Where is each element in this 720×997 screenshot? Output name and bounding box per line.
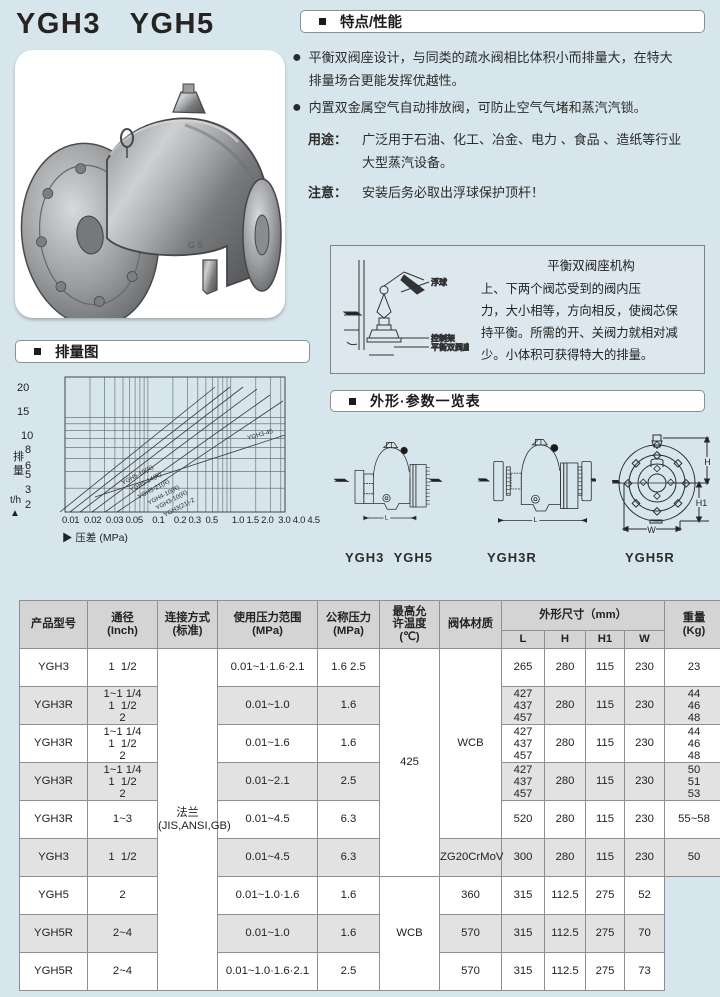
svg-text:L: L (385, 514, 389, 521)
svg-text:平衡双阀座: 平衡双阀座 (431, 342, 469, 352)
svg-text:W: W (647, 525, 656, 535)
svg-text:L: L (533, 516, 537, 524)
svg-text:H1: H1 (696, 498, 708, 508)
svg-text:控制架: 控制架 (431, 333, 455, 343)
svg-text:H: H (704, 457, 711, 467)
svg-text:浮球: 浮球 (431, 277, 447, 287)
svg-text:G 5: G 5 (188, 240, 203, 250)
